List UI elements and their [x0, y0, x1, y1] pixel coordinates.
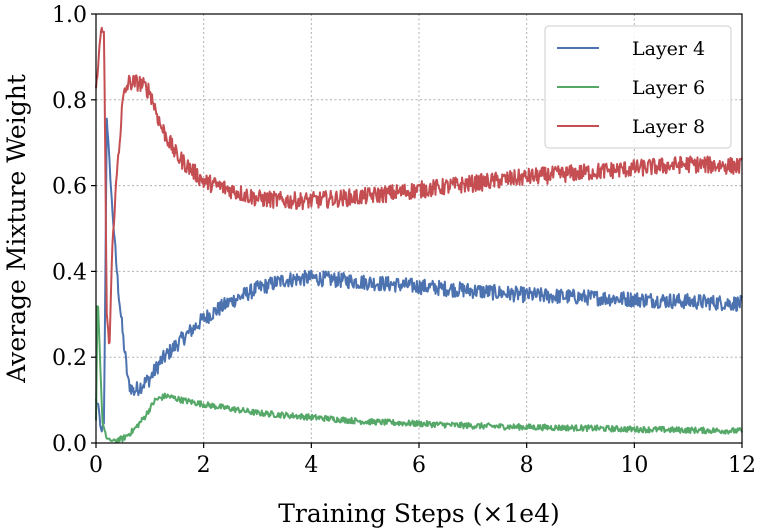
x-tick-label: 4 — [304, 453, 318, 478]
y-tick-label: 0.0 — [52, 432, 87, 457]
x-tick-label: 10 — [620, 453, 648, 478]
y-axis-label: Average Mixture Weight — [2, 74, 31, 384]
series-line-layer-8 — [95, 26, 743, 345]
x-tick-label: 0 — [89, 453, 103, 478]
legend-box — [544, 25, 732, 149]
x-tick-label: 12 — [728, 453, 756, 478]
legend-label: Layer 4 — [632, 38, 705, 60]
series-line-layer-6 — [95, 305, 743, 444]
legend-label: Layer 6 — [632, 77, 705, 99]
y-tick-label: 0.4 — [52, 260, 87, 285]
y-tick-label: 0.8 — [52, 89, 87, 114]
axis-ticks — [91, 13, 743, 448]
y-tick-label: 0.2 — [52, 346, 87, 371]
legend: Layer 4 Layer 6 Layer 8 — [544, 25, 732, 149]
x-tick-label: 6 — [412, 453, 426, 478]
x-tick-label: 8 — [520, 453, 534, 478]
y-tick-label: 1.0 — [52, 3, 87, 28]
series-line-layer-4 — [95, 117, 743, 433]
tick-labels: 0 2 4 6 8 10 12 0.0 0.2 0.4 0.6 0.8 1.0 — [52, 3, 756, 478]
x-tick-label: 2 — [197, 453, 211, 478]
series-group — [95, 26, 743, 444]
x-axis-label: Training Steps (×1e4) — [278, 499, 559, 528]
legend-label: Layer 8 — [632, 116, 705, 138]
y-tick-label: 0.6 — [52, 175, 87, 200]
